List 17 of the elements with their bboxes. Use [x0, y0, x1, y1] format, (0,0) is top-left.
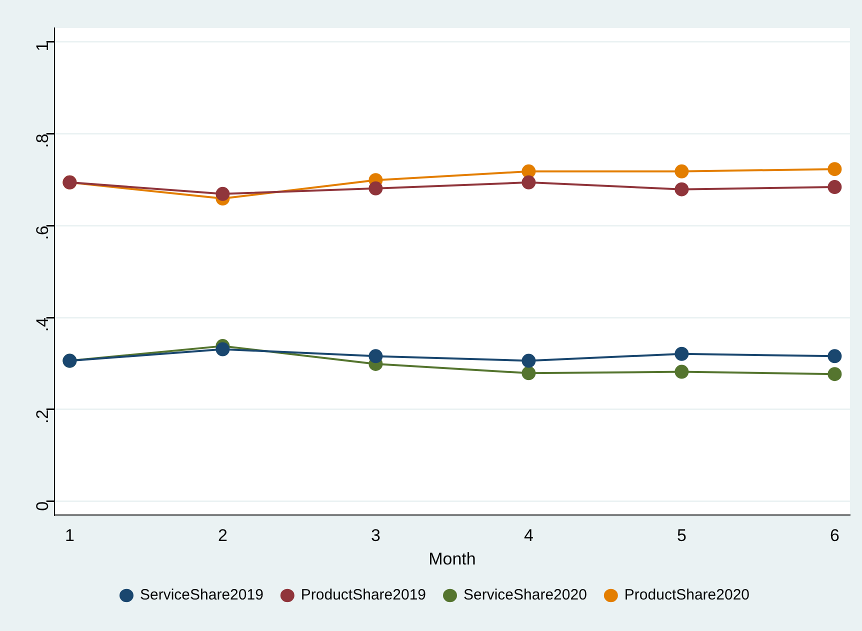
y-tick-label: .2 — [33, 409, 52, 424]
legend-label: ServiceShare2019 — [140, 586, 264, 604]
y-tick-label: 0 — [33, 501, 52, 511]
y-tick-label: .4 — [33, 318, 52, 332]
legend-label: ProductShare2020 — [624, 586, 750, 604]
y-tick-label: 1 — [33, 42, 52, 52]
legend-label: ServiceShare2020 — [464, 586, 587, 604]
x-tick-label: 2 — [218, 526, 228, 546]
y-tick-label: .6 — [33, 226, 52, 240]
legend-label: ProductShare2019 — [300, 586, 426, 604]
x-axis-title: Month — [428, 549, 476, 568]
x-tick-label: 5 — [676, 526, 686, 546]
x-tick-label: 1 — [64, 526, 74, 546]
y-tick-label: .8 — [33, 134, 52, 148]
x-tick-label: 3 — [370, 526, 380, 546]
x-tick-label: 6 — [830, 526, 840, 546]
x-tick-label: 4 — [524, 526, 534, 546]
